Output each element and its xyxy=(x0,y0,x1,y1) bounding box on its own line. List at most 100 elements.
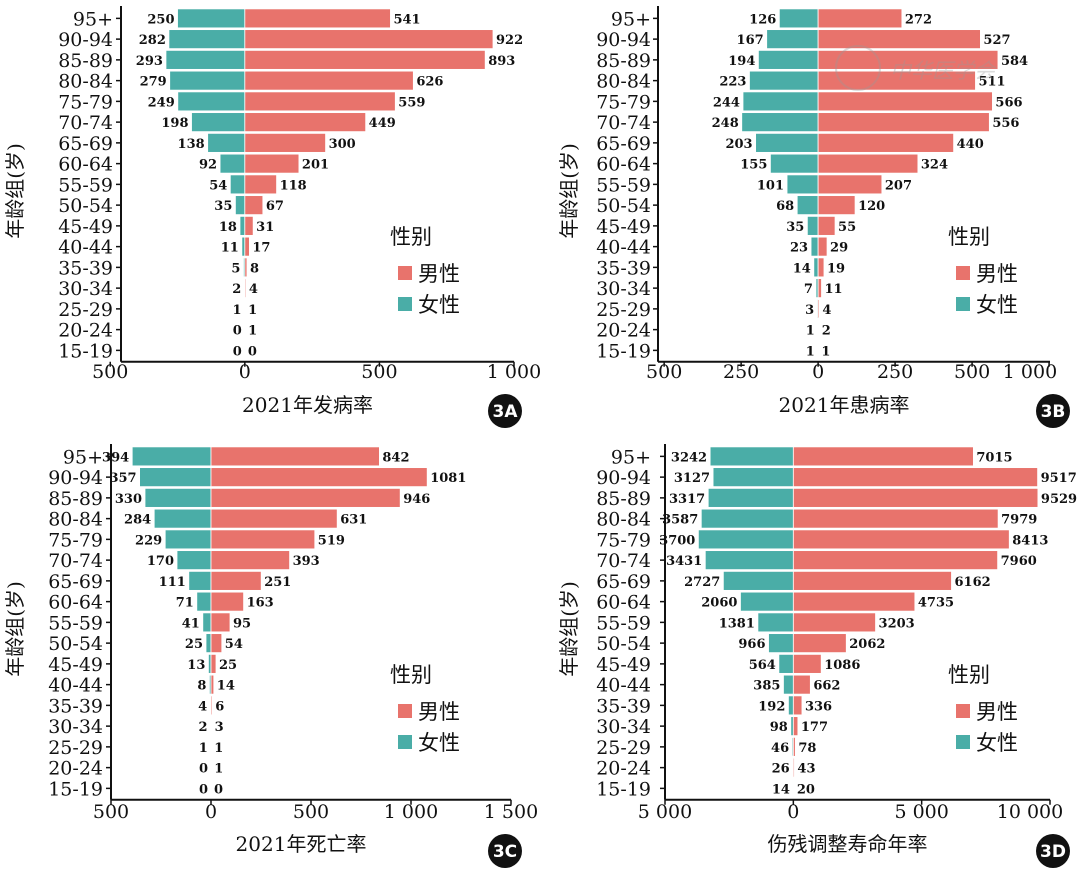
value-label-female: 13 xyxy=(187,658,205,673)
bar-female xyxy=(707,487,794,508)
bar-female xyxy=(219,153,246,174)
bar-female xyxy=(153,508,212,529)
value-label-female: 203 xyxy=(725,137,752,152)
value-label-female: 293 xyxy=(136,54,163,69)
bar-male xyxy=(244,8,391,29)
bar-male xyxy=(792,695,803,716)
bar-male xyxy=(817,132,955,153)
x-tick-label: 500 xyxy=(293,801,329,823)
y-tick-label: 55-59 xyxy=(596,612,651,634)
value-label-female: 966 xyxy=(738,637,765,652)
y-tick-label: 95+ xyxy=(63,446,103,468)
value-label-female: 2 xyxy=(232,282,241,297)
legend-label-male: 男性 xyxy=(976,262,1018,286)
value-label-female: 23 xyxy=(790,241,808,256)
bar-female xyxy=(235,195,246,216)
value-label-male: 566 xyxy=(995,95,1022,110)
value-label-male: 29 xyxy=(830,241,848,256)
bar-male xyxy=(244,112,367,133)
bar-female xyxy=(144,487,212,508)
bar-male xyxy=(792,591,916,612)
bar-female xyxy=(769,153,819,174)
bar-female xyxy=(722,570,794,591)
value-label-male: 201 xyxy=(302,158,329,173)
value-label-female: 0 xyxy=(199,782,208,797)
panel-badge xyxy=(488,834,522,868)
y-tick-label: 75-79 xyxy=(596,91,651,113)
y-tick-label: 80-84 xyxy=(48,509,103,531)
bar-male xyxy=(792,570,952,591)
x-tick-label: 500 xyxy=(92,361,128,383)
x-axis-title: 伤残调整寿命年率 xyxy=(768,832,928,856)
value-label-male: 7979 xyxy=(1001,513,1037,528)
bar-female xyxy=(757,49,819,70)
value-label-female: 198 xyxy=(161,116,188,131)
value-label-male: 626 xyxy=(416,75,443,90)
value-label-male: 1 xyxy=(214,762,223,777)
x-tick-label: 5 000 xyxy=(894,801,948,823)
bar-female xyxy=(164,529,212,550)
panel-badge-label: 3C xyxy=(493,842,517,862)
bar-female xyxy=(788,695,794,716)
bar-female xyxy=(188,570,212,591)
x-tick-label: 1 000 xyxy=(1003,361,1057,383)
bar-female xyxy=(709,446,794,467)
value-label-male: 272 xyxy=(905,12,932,27)
legend-label-female: 女性 xyxy=(418,731,460,755)
bar-male xyxy=(210,633,223,654)
value-label-female: 18 xyxy=(219,220,237,235)
value-label-female: 357 xyxy=(109,471,136,486)
bar-female xyxy=(768,633,794,654)
panel-badge-label: 3D xyxy=(1040,842,1066,862)
bar-female xyxy=(742,91,819,112)
value-label-male: 300 xyxy=(329,137,356,152)
value-label-female: 248 xyxy=(712,116,739,131)
y-tick-label: 70-74 xyxy=(48,550,103,572)
y-tick-label: 30-34 xyxy=(58,278,113,300)
value-label-female: 2727 xyxy=(684,575,720,590)
value-label-male: 1086 xyxy=(824,658,860,673)
bar-male xyxy=(244,132,326,153)
y-tick-label: 85-89 xyxy=(48,488,103,510)
legend-label-male: 男性 xyxy=(418,700,460,724)
bar-female xyxy=(169,70,246,91)
value-label-male: 946 xyxy=(403,492,430,507)
bar-male xyxy=(210,695,213,716)
bar-male xyxy=(817,319,820,340)
bar-male xyxy=(817,8,903,29)
bar-female xyxy=(177,8,246,29)
x-tick-label: 1 000 xyxy=(384,801,438,823)
value-label-female: 3317 xyxy=(669,492,705,507)
y-tick-label: 65-69 xyxy=(48,571,103,593)
bar-male xyxy=(210,446,380,467)
panel-badge-label: 3A xyxy=(493,402,519,422)
bar-female xyxy=(796,195,819,216)
y-tick-label: 75-79 xyxy=(596,529,651,551)
value-label-female: 25 xyxy=(185,637,203,652)
bar-male xyxy=(817,236,828,257)
value-label-male: 584 xyxy=(1001,54,1028,69)
bar-male xyxy=(792,716,799,737)
bar-female xyxy=(813,257,819,278)
value-label-female: 138 xyxy=(178,137,205,152)
legend-swatch-female xyxy=(398,297,412,311)
bar-male xyxy=(244,257,248,278)
y-tick-label: 65-69 xyxy=(596,571,651,593)
bar-male xyxy=(817,112,990,133)
x-tick-label: 0 xyxy=(787,801,799,823)
bar-male xyxy=(792,778,795,799)
value-label-female: 1 xyxy=(199,741,208,756)
value-label-female: 46 xyxy=(771,741,789,756)
value-label-female: 229 xyxy=(135,533,162,548)
y-tick-label: 60-64 xyxy=(48,592,103,614)
x-tick-label: 1 500 xyxy=(484,801,538,823)
value-label-male: 8413 xyxy=(1012,533,1048,548)
bar-male xyxy=(244,195,264,216)
bar-female xyxy=(755,132,819,153)
x-tick-label: 250 xyxy=(723,361,759,383)
y-tick-label: 35-39 xyxy=(596,695,651,717)
legend-swatch-male xyxy=(956,266,970,280)
y-tick-label: 50-54 xyxy=(596,195,651,217)
value-label-female: 284 xyxy=(124,513,151,528)
